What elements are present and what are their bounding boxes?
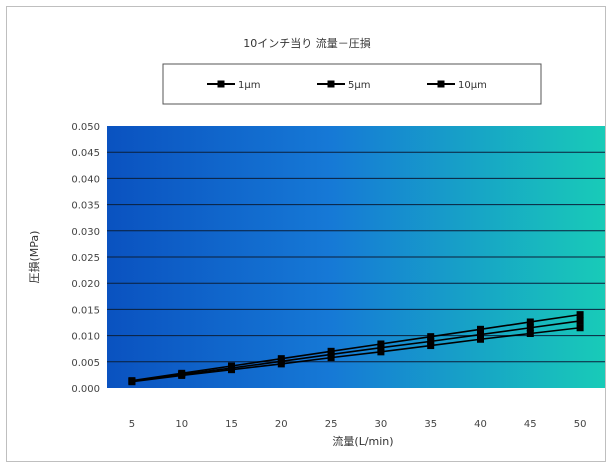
- x-tick-label: 40: [474, 419, 487, 430]
- chart-frame: 10インチ当り 流量－圧損 1μm 5μm 10μm 0.000 0.005 0.010…: [6, 6, 606, 462]
- x-tick-label: 5: [129, 419, 135, 430]
- legend-marker: [437, 80, 445, 88]
- legend-label: 10μm: [458, 80, 487, 91]
- x-tick-label: 25: [325, 419, 338, 430]
- legend-label: 5μm: [348, 80, 370, 91]
- legend: 1μm 5μm 10μm: [162, 63, 542, 105]
- line-chart: 10インチ当り 流量－圧損 1μm 5μm 10μm 0.000 0.005 0.010…: [27, 36, 605, 448]
- data-point: [477, 325, 484, 333]
- series-line: [131, 320, 581, 382]
- y-tick-label: 0.015: [71, 305, 100, 316]
- data-point: [526, 330, 534, 338]
- y-axis-label: 圧損(MPa): [27, 231, 41, 284]
- data-point: [128, 378, 136, 386]
- y-tick-label: 0.010: [71, 332, 100, 343]
- data-point: [327, 354, 335, 362]
- y-tick-label: 0.040: [71, 174, 100, 185]
- data-point: [576, 324, 584, 332]
- data-point: [477, 335, 484, 343]
- x-axis-label: 流量(L/min): [332, 434, 393, 448]
- x-tick-label: 20: [275, 419, 288, 430]
- data-point: [277, 360, 285, 368]
- y-tick-label: 0.005: [71, 358, 100, 369]
- data-point: [427, 337, 435, 345]
- data-point: [377, 344, 385, 352]
- data-point: [228, 366, 235, 374]
- data-point: [427, 333, 435, 341]
- legend-marker: [327, 80, 335, 88]
- y-tick-label: 0.025: [71, 253, 100, 264]
- data-point: [526, 324, 534, 332]
- data-point: [576, 311, 584, 319]
- data-point: [377, 340, 385, 348]
- data-point: [178, 371, 186, 379]
- chart-title: 10インチ当り 流量－圧損: [243, 36, 371, 50]
- x-tick-label: 50: [574, 419, 587, 430]
- data-point: [526, 318, 534, 326]
- y-tick-label: 0.020: [71, 279, 100, 290]
- y-tick-label: 0.035: [71, 201, 100, 212]
- y-tick-label: 0.045: [71, 148, 100, 159]
- x-tick-label: 10: [175, 419, 188, 430]
- legend-marker: [217, 80, 225, 88]
- data-point: [477, 331, 484, 339]
- legend-label: 1μm: [238, 80, 260, 91]
- y-tick-label: 0.000: [71, 384, 100, 395]
- x-tick-label: 35: [424, 419, 437, 430]
- data-point: [576, 317, 584, 325]
- data-point: [427, 342, 435, 350]
- y-tick-label: 0.050: [71, 122, 100, 133]
- series-line: [131, 313, 581, 382]
- x-tick-label: 45: [524, 419, 537, 430]
- y-tick-label: 0.030: [71, 227, 100, 238]
- x-tick-label: 15: [225, 419, 238, 430]
- series-line: [131, 326, 581, 383]
- data-point: [377, 348, 385, 356]
- x-tick-label: 30: [375, 419, 388, 430]
